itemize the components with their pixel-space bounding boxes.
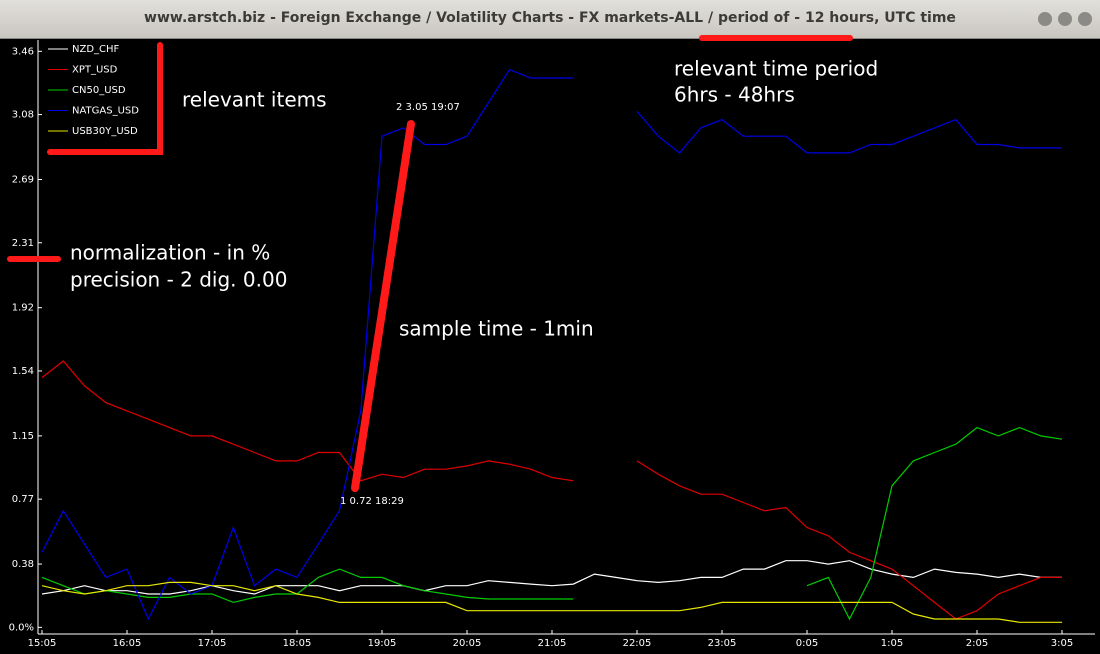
window-title: www.arstch.biz - Foreign Exchange / Vola… [144,10,956,26]
highlight-stroke [47,42,163,155]
series-line [41,426,1063,621]
annotation: sample time - 1min [399,317,594,341]
point-label: 2 3.05 19:07 [396,102,460,113]
y-tick-label: 0.38 [12,559,34,570]
x-tick-label: 20:05 [453,638,482,649]
y-tick-label: 1.54 [12,366,34,377]
x-tick-label: 18:05 [283,638,312,649]
x-tick-label: 3:05 [1051,638,1073,649]
x-tick-label: 23:05 [708,638,737,649]
legend-label: USB30Y_USD [72,126,138,137]
x-tick-label: 19:05 [368,638,397,649]
x-tick-label: 15:05 [28,638,57,649]
annotation: 6hrs - 48hrs [674,83,795,107]
y-tick-label: 3.08 [12,110,34,121]
plot-background [0,39,1100,654]
x-tick-label: 21:05 [538,638,567,649]
annotation: normalization - in % [70,241,270,265]
x-tick-label: 17:05 [198,638,227,649]
window-buttons [1038,12,1092,26]
legend-label: XPT_USD [72,65,118,76]
y-tick-label: 1.15 [12,431,34,442]
x-tick-label: 16:05 [113,638,142,649]
series-line [41,581,1062,623]
legend-label: CN50_USD [72,85,126,96]
y-tick-label: 2.31 [12,238,34,249]
annotation: relevant time period [674,57,878,81]
x-tick-label: 1:05 [881,638,903,649]
x-tick-label: 0:05 [796,638,818,649]
annotation: relevant items [182,88,327,112]
x-tick-label: 2:05 [966,638,988,649]
x-tick-label: 22:05 [623,638,652,649]
maximize-button[interactable] [1058,12,1072,26]
y-tick-label: 0.77 [12,494,34,505]
y-tick-label: 2.69 [12,175,34,186]
y-tick-label: 3.46 [12,46,34,57]
y-tick-label: 0.0% [9,622,34,633]
series-line [41,360,1062,620]
title-bar: www.arstch.biz - Foreign Exchange / Vola… [0,0,1100,39]
highlight-stroke [351,120,415,492]
series-line [41,68,1062,621]
legend-label: NZD_CHF [72,44,120,55]
point-label: 1 0.72 18:29 [340,496,404,507]
annotation: precision - 2 dig. 0.00 [70,268,287,292]
y-tick-label: 1.92 [12,303,34,314]
close-button[interactable] [1078,12,1092,26]
minimize-button[interactable] [1038,12,1052,26]
legend-label: NATGAS_USD [72,106,139,117]
